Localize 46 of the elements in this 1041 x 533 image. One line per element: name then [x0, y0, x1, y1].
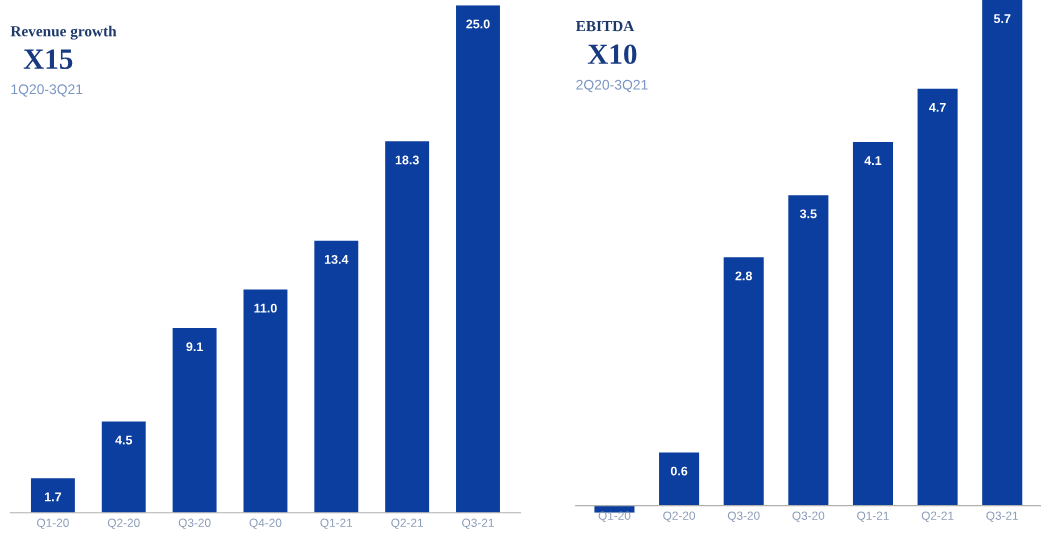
bar	[456, 5, 500, 513]
bar	[659, 452, 700, 506]
x-tick-label: Q2-21	[921, 511, 954, 522]
bar	[723, 257, 764, 506]
x-tick-label: Q4-20	[249, 518, 282, 530]
bar	[385, 141, 430, 513]
bar	[917, 88, 958, 506]
bar	[172, 328, 217, 513]
bar	[243, 289, 288, 513]
x-tick-label: Q2-20	[663, 511, 696, 522]
annotation: 1Q20-3Q21	[11, 84, 83, 97]
text: EBITDA	[575, 21, 635, 32]
x-tick-label: Q1-21	[320, 518, 353, 530]
x-tick-label: Q2-21	[391, 518, 423, 530]
bar	[101, 421, 146, 513]
text: X10	[587, 44, 637, 65]
x-tick-label: Q3-20	[178, 518, 211, 530]
data-label: 4.7	[929, 103, 946, 112]
data-label: 4.5	[115, 435, 133, 445]
x-tick-label: Q3-20	[727, 511, 760, 522]
x-tick-label: Q1-20	[598, 511, 631, 522]
data-label: 18.3	[395, 155, 419, 165]
x-tick-label: Q3-21	[986, 511, 1019, 522]
data-label: 11.0	[254, 303, 277, 313]
bar	[788, 195, 829, 506]
data-label: 4.1	[864, 156, 882, 165]
text: Revenue growth	[10, 25, 117, 40]
x-tick-label: Q2-20	[107, 518, 140, 530]
data-label: 0.6	[670, 466, 688, 476]
bar	[314, 240, 359, 513]
data-label: 1.7	[45, 492, 62, 502]
x-tick-label: Q1-20	[37, 518, 69, 530]
x-tick-label: Q1-21	[857, 511, 889, 522]
data-label: 13.4	[324, 254, 349, 264]
data-label: 5.7	[993, 14, 1011, 24]
data-label: 3.5	[799, 209, 817, 219]
text: X15	[23, 49, 73, 69]
data-label: 2.8	[735, 271, 753, 281]
bar	[30, 478, 75, 513]
data-label: 9.1	[186, 342, 203, 352]
data-label: 25.0	[466, 19, 490, 29]
x-tick-label: Q3-20	[792, 511, 825, 522]
bar	[982, 0, 1023, 506]
bar	[852, 141, 893, 506]
annotation: 2Q20-3Q21	[576, 79, 648, 93]
x-tick-label: Q3-21	[462, 518, 494, 530]
